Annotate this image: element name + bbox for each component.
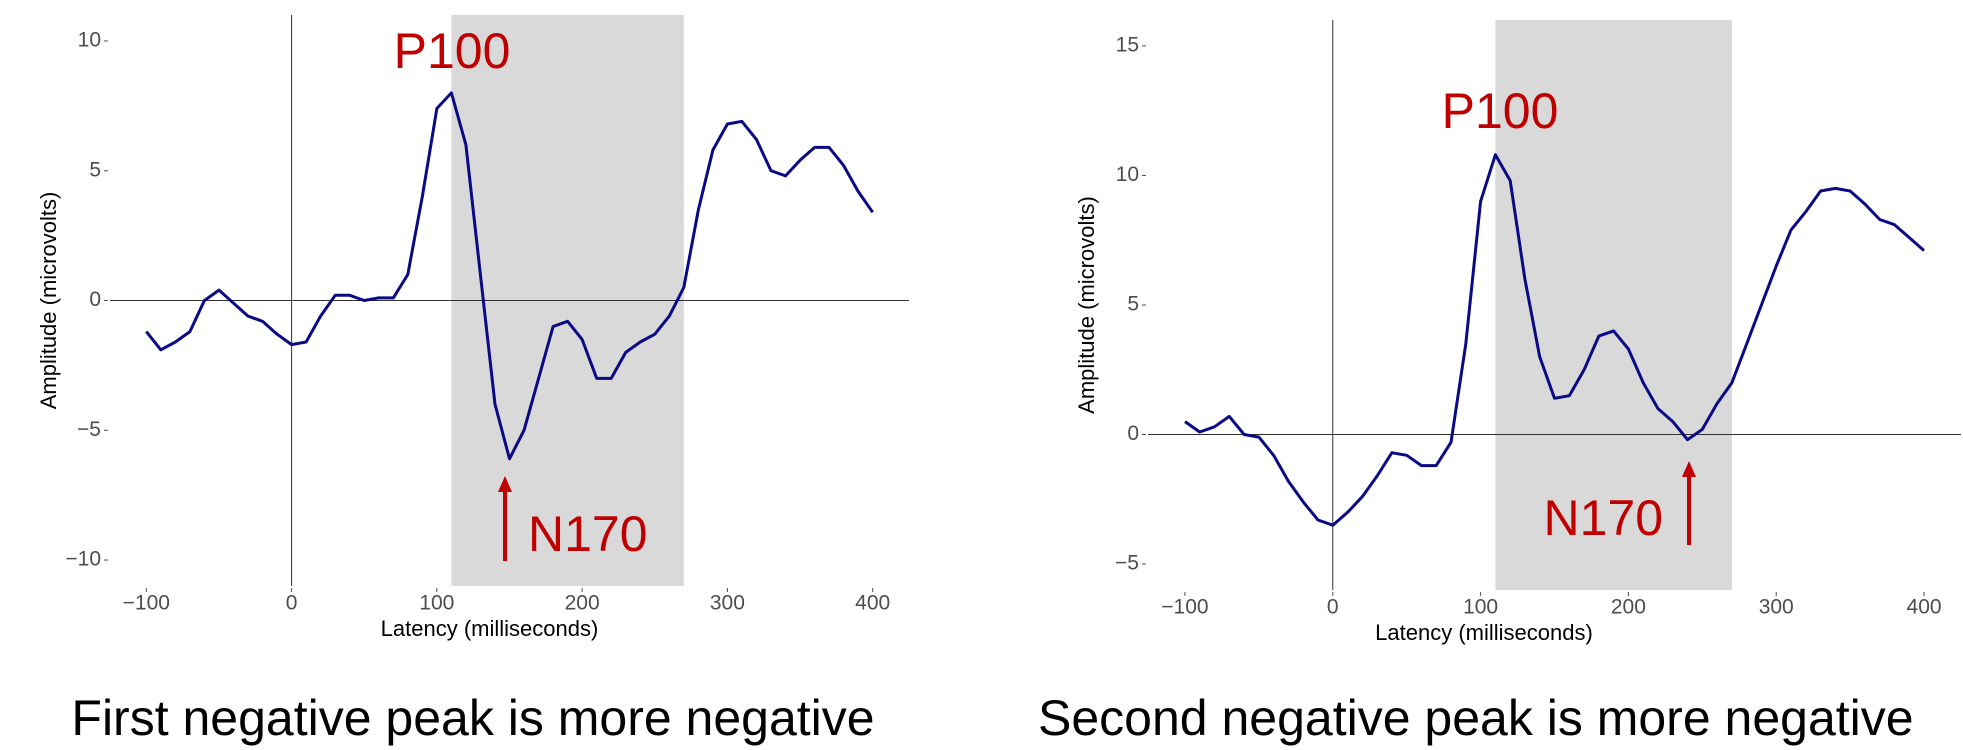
y-tick-label: 10 — [1116, 163, 1139, 186]
y-tick-label: 5 — [89, 158, 101, 181]
peak-label: N170 — [528, 506, 648, 562]
y-tick-label: 15 — [1116, 33, 1139, 56]
x-tick-label: 0 — [1327, 596, 1339, 619]
erp-line — [1184, 153, 1925, 527]
x-tick-label: 300 — [710, 592, 745, 615]
y-tick-label: 10 — [78, 29, 101, 52]
y-tick-label: −10 — [65, 548, 101, 571]
x-tick-label: 400 — [1907, 596, 1942, 619]
x-axis-label: Latency (milliseconds) — [381, 616, 599, 641]
x-tick-label: −100 — [123, 592, 170, 615]
y-tick-label: 5 — [1127, 293, 1139, 316]
x-tick-label: 300 — [1759, 596, 1794, 619]
x-tick-label: 0 — [286, 592, 298, 615]
peak-label: N170 — [1543, 490, 1663, 546]
caption: Second negative peak is more negative — [1038, 690, 1914, 746]
x-tick-label: 400 — [855, 592, 890, 615]
y-tick-label: −5 — [77, 418, 101, 441]
x-axis-label: Latency (milliseconds) — [1375, 620, 1593, 645]
peak-label: P100 — [394, 23, 511, 79]
peak-label: P100 — [1442, 83, 1559, 139]
y-tick-label: 0 — [1127, 422, 1139, 445]
x-tick-label: 100 — [1463, 596, 1498, 619]
x-tick-label: 100 — [419, 592, 454, 615]
x-tick-label: 200 — [1611, 596, 1646, 619]
y-tick-label: 0 — [89, 288, 101, 311]
caption: First negative peak is more negative — [71, 690, 874, 746]
x-tick-label: −100 — [1161, 596, 1208, 619]
arrow-head — [498, 476, 512, 492]
highlight-region — [1495, 20, 1732, 590]
y-axis-label: Amplitude (microvolts) — [36, 192, 61, 410]
y-tick-label: −5 — [1115, 552, 1139, 575]
arrow-head — [1682, 461, 1696, 477]
x-tick-label: 200 — [565, 592, 600, 615]
y-axis-label: Amplitude (microvolts) — [1074, 196, 1099, 414]
erp-line — [145, 91, 874, 461]
